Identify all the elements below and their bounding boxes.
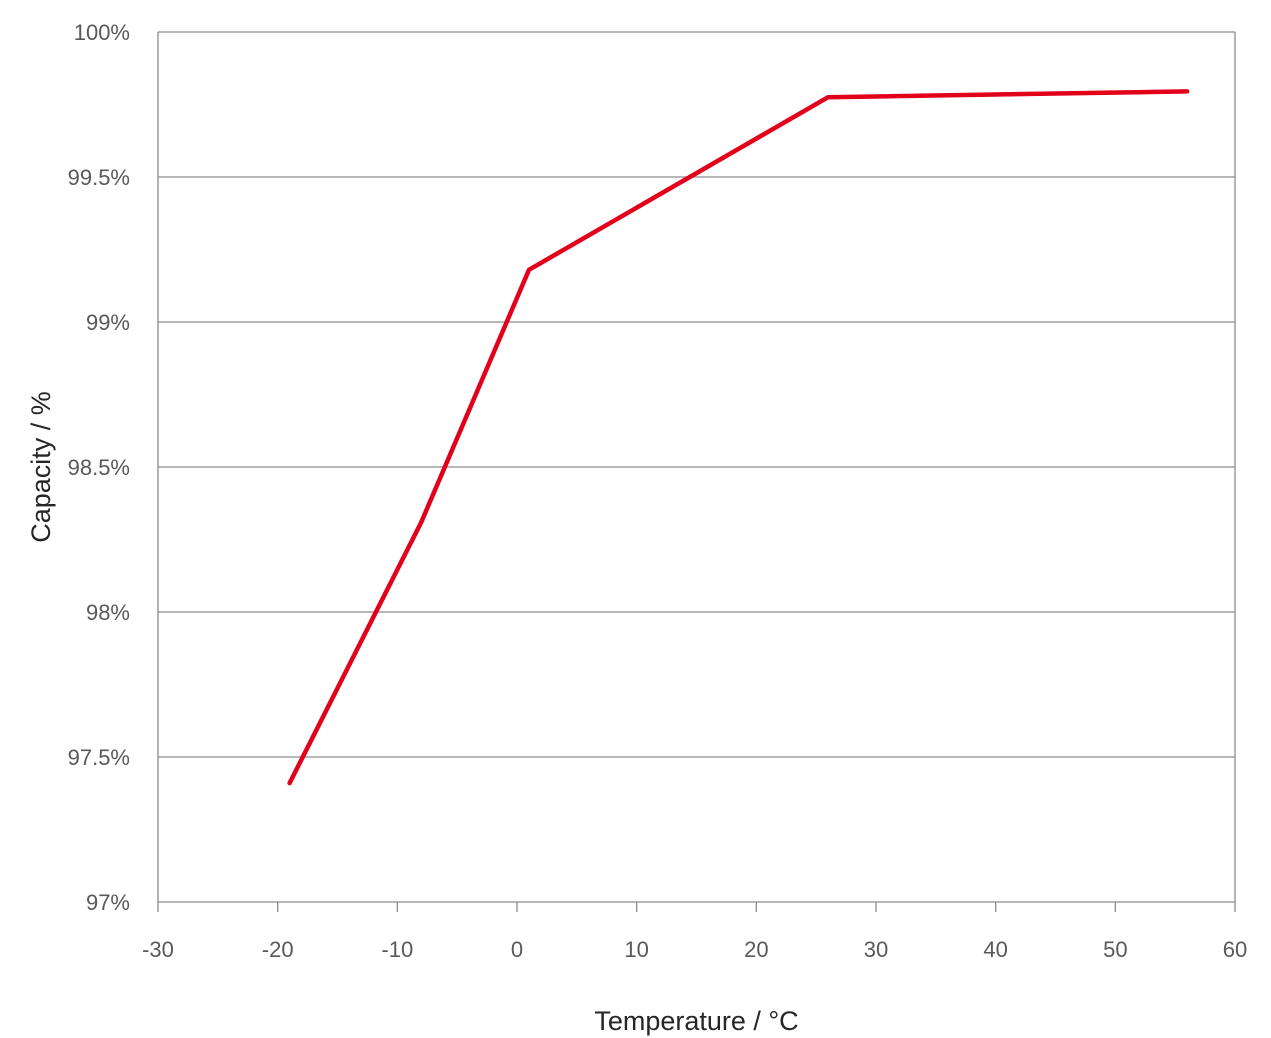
y-tick-label: 99.5% — [68, 165, 130, 190]
gridlines — [158, 31, 1235, 758]
y-axis-ticks: 97% 97.5% 98% 98.5% 99% 99.5% 100% — [68, 20, 130, 915]
x-tick-label: -10 — [381, 937, 413, 962]
axes — [157, 32, 1236, 903]
x-tick-label: 50 — [1103, 937, 1127, 962]
y-axis-title: Capacity / % — [26, 391, 56, 543]
x-tick-label: -20 — [262, 937, 294, 962]
x-axis-title: Temperature / °C — [594, 1006, 798, 1036]
series-group — [287, 89, 1190, 786]
y-tick-label: 98.5% — [68, 455, 130, 480]
x-tick-label: -30 — [142, 937, 174, 962]
x-tick-label: 0 — [511, 937, 523, 962]
x-tick-label: 30 — [864, 937, 888, 962]
y-tick-label: 99% — [86, 310, 130, 335]
x-tick-label: 60 — [1223, 937, 1247, 962]
x-tick-label: 20 — [744, 937, 768, 962]
y-tick-label: 98% — [86, 600, 130, 625]
y-tick-label: 97.5% — [68, 745, 130, 770]
y-tick-label: 100% — [74, 20, 130, 45]
x-axis-ticks: -30 -20 -10 0 10 20 30 40 50 60 — [142, 902, 1247, 962]
x-tick-label: 40 — [983, 937, 1007, 962]
y-tick-label: 97% — [86, 890, 130, 915]
x-tick-label: 10 — [624, 937, 648, 962]
capacity-series-line — [287, 89, 1190, 786]
